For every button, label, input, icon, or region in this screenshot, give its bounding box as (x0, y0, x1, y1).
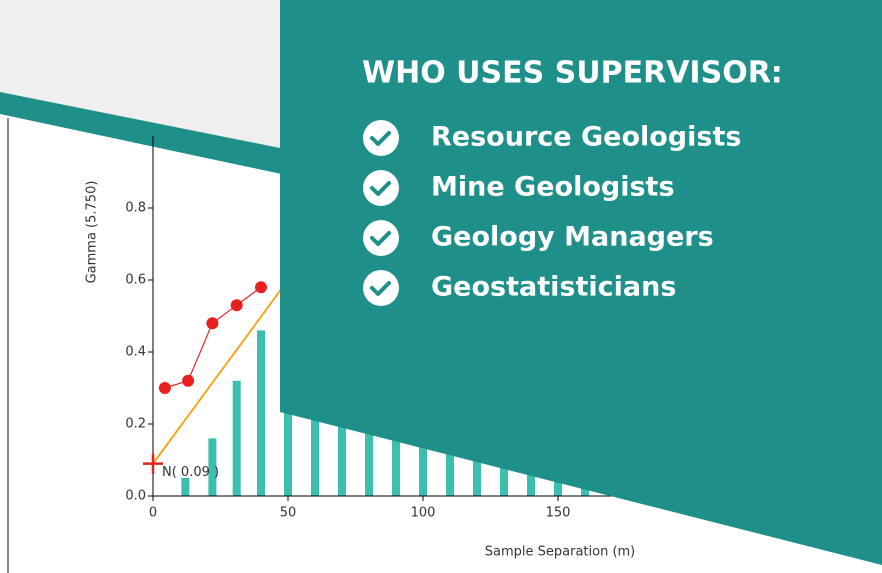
panel-list: Resource Geologists Mine Geologists Geolog… (363, 120, 741, 306)
x-tick-label: 50 (280, 506, 297, 521)
point (206, 317, 219, 330)
annotation: N( 0.09 ) (162, 465, 219, 480)
gray-band (0, 0, 300, 156)
check-mark (370, 131, 391, 146)
list-item: Geostatisticians (431, 272, 676, 303)
nugget-marker (143, 453, 163, 474)
check-mark (370, 231, 391, 246)
x-axis-label: Sample Separation (m) (485, 545, 636, 560)
y-tick-label: 0.2 (125, 417, 146, 432)
list-item: Resource Geologists (431, 122, 741, 153)
list-item: Mine Geologists (431, 172, 675, 203)
panel-title: WHO USES SUPERVISOR: (362, 56, 783, 91)
bar (232, 380, 241, 496)
model-line (152, 279, 289, 465)
point (230, 299, 243, 312)
list-item: Geology Managers (431, 222, 714, 253)
x-tick-label: 0 (149, 506, 157, 521)
point (158, 382, 171, 394)
bar (181, 478, 190, 496)
point (255, 281, 267, 294)
check-icon (363, 170, 399, 206)
check-mark (370, 181, 391, 196)
check-mark (370, 281, 391, 296)
y-tick-label: 0.6 (125, 273, 146, 288)
y-tick-label: 0.4 (125, 345, 146, 360)
point (182, 374, 195, 387)
y-tick-label: 0.8 (125, 201, 146, 216)
teal-stripe (0, 92, 300, 178)
y-tick-label: 0.0 (125, 489, 146, 504)
check-icon (363, 120, 399, 156)
x-tick-label: 150 (546, 506, 571, 521)
panel (280, 0, 882, 565)
x-tick-label: 100 (411, 506, 436, 521)
bar (257, 330, 265, 496)
check-icon (363, 270, 399, 306)
check-icon (363, 220, 399, 256)
y-axis-label: Gamma (5.750) (85, 181, 100, 284)
bar (208, 438, 217, 496)
